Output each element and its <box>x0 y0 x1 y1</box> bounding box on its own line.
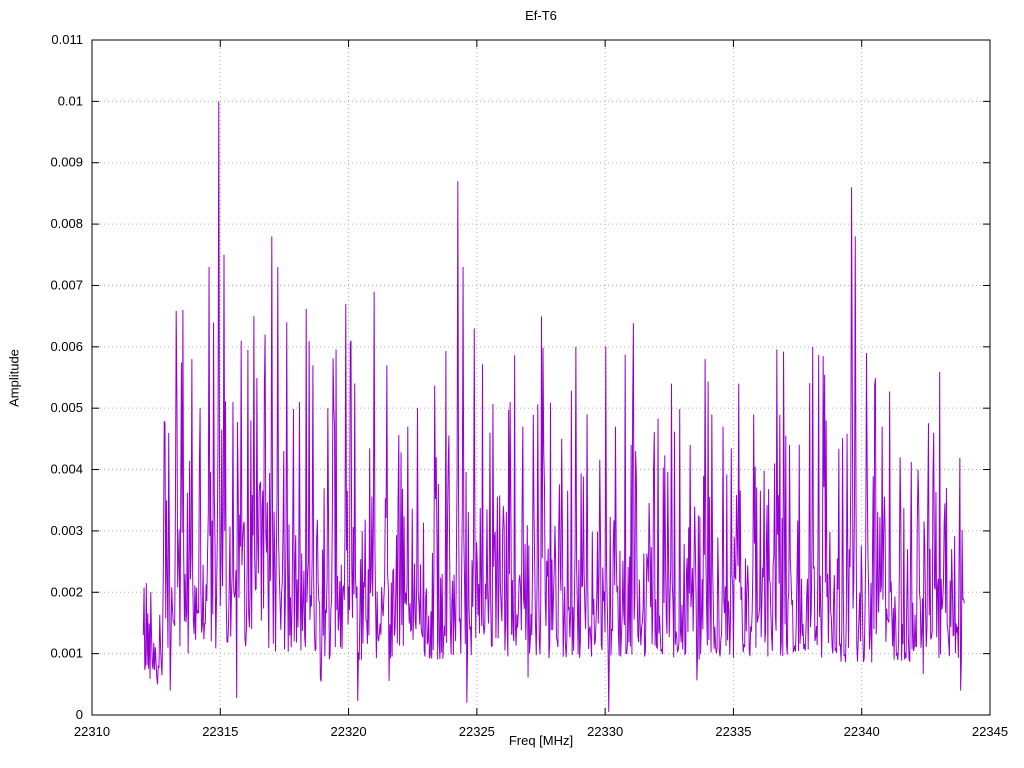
data-line <box>142 101 965 712</box>
y-tick-label: 0.01 <box>58 93 83 108</box>
x-tick-label: 22330 <box>587 724 623 739</box>
x-tick-label: 22320 <box>330 724 366 739</box>
y-tick-label: 0.009 <box>50 155 83 170</box>
plot-border <box>91 39 991 716</box>
y-tick-label: 0 <box>76 707 83 722</box>
x-tick-label: 22310 <box>74 724 110 739</box>
x-tick-label: 22325 <box>459 724 495 739</box>
y-tick-label: 0.004 <box>50 462 83 477</box>
x-tick-label: 22340 <box>844 724 880 739</box>
y-tick-label: 0.005 <box>50 400 83 415</box>
x-axis-label: Freq [MHz] <box>508 733 574 748</box>
x-tick-label: 22345 <box>972 724 1008 739</box>
y-tick-label: 0.011 <box>51 32 83 47</box>
y-tick-label: 0.008 <box>50 216 83 231</box>
y-axis-label: Amplitude <box>6 349 22 407</box>
y-tick-label: 0.002 <box>50 584 83 599</box>
x-tick-label: 22315 <box>202 724 238 739</box>
y-tick-label: 0.006 <box>50 339 83 354</box>
y-tick-label: 0.003 <box>50 523 83 538</box>
y-tick-label: 0.007 <box>50 277 83 292</box>
x-tick-label: 22335 <box>715 724 751 739</box>
y-tick-label: 0.001 <box>50 646 83 661</box>
chart-title: Ef-T6 <box>525 8 557 23</box>
